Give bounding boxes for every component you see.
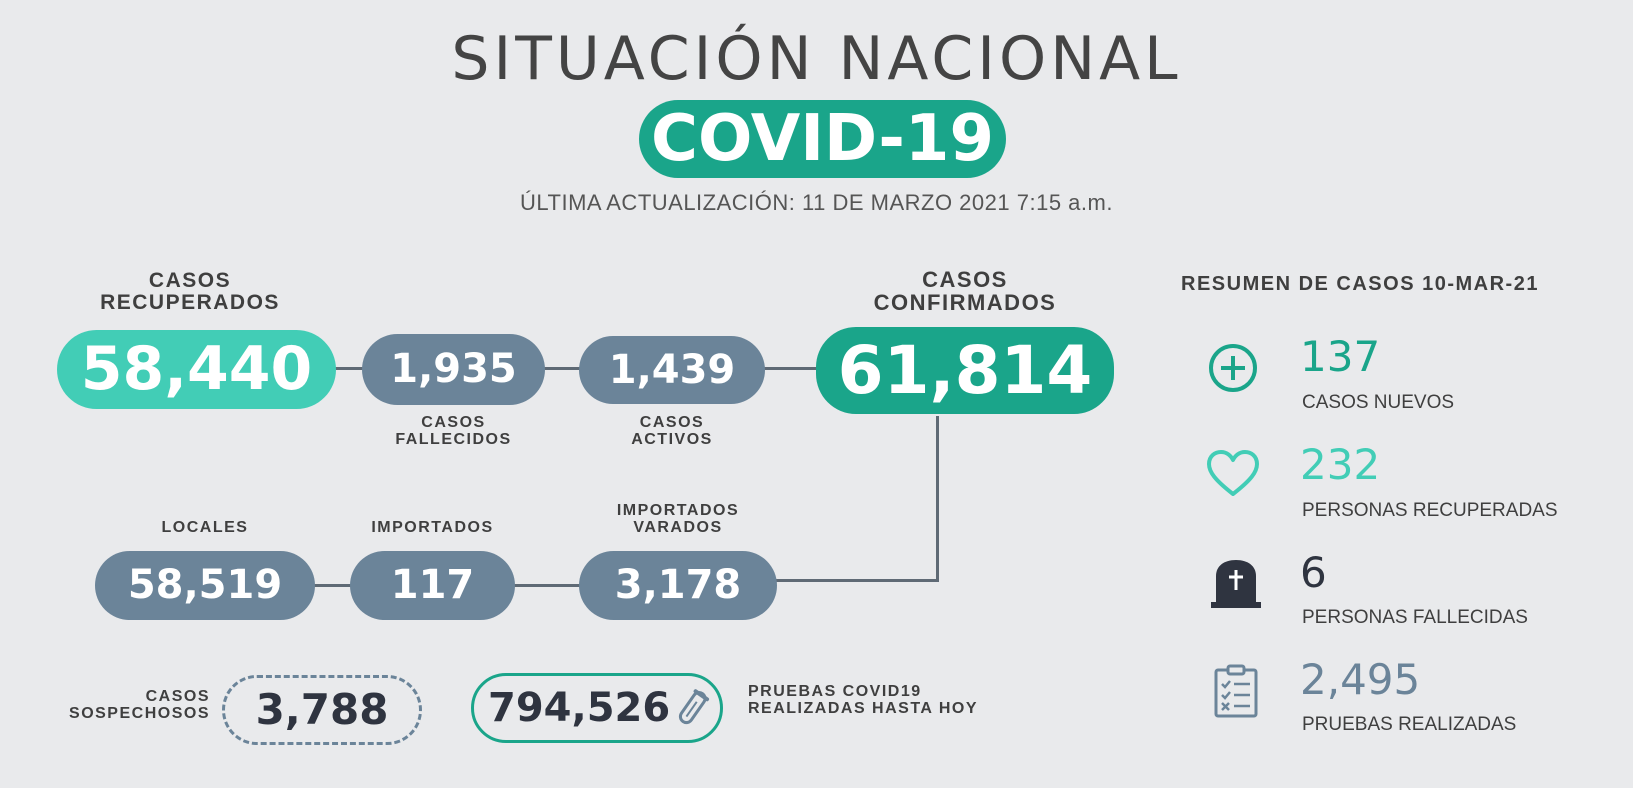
recuperados-label-line2: RECUPERADOS <box>100 291 280 315</box>
varados-label-line1: IMPORTADOS <box>616 502 740 519</box>
importados-value: 117 <box>350 551 515 620</box>
summary-label-pruebas: PRUEBAS REALIZADAS <box>1302 714 1517 735</box>
confirmados-label: CASOS CONFIRMADOS <box>816 268 1114 314</box>
clipboard-icon <box>1214 664 1258 718</box>
connector-line <box>775 579 939 582</box>
recuperados-label: CASOS RECUPERADOS <box>80 269 300 315</box>
activos-value: 1,439 <box>579 336 765 404</box>
heart-icon <box>1207 450 1259 496</box>
summary-label-nuevos: CASOS NUEVOS <box>1302 392 1455 413</box>
covid-badge: COVID-19 <box>639 100 1006 178</box>
activos-label-line2: ACTIVOS <box>631 430 713 448</box>
confirmados-label-line2: CONFIRMADOS <box>873 290 1057 316</box>
connector-line <box>936 416 939 582</box>
pruebas-label-line1: PRUEBAS COVID19 <box>748 683 922 700</box>
pruebas-box: 794,526 <box>471 673 723 743</box>
plus-circle-icon <box>1209 344 1257 392</box>
summary-value-fallecidas: 6 <box>1300 548 1327 597</box>
locales-value: 58,519 <box>95 551 315 620</box>
fallecidos-label: CASOS FALLECIDOS <box>362 414 545 449</box>
confirmados-value: 61,814 <box>816 327 1114 414</box>
fallecidos-value: 1,935 <box>362 334 545 405</box>
summary-value-recuperadas: 232 <box>1300 440 1381 489</box>
sospechosos-value: 3,788 <box>222 675 422 745</box>
sospechosos-label-line2: SOSPECHOSOS <box>69 704 210 722</box>
page-title: SITUACIÓN NACIONAL <box>451 24 1182 94</box>
sospechosos-label: CASOS SOSPECHOSOS <box>60 688 210 723</box>
importados-label: IMPORTADOS <box>371 519 494 536</box>
last-updated: ÚLTIMA ACTUALIZACIÓN: 11 DE MARZO 2021 7… <box>520 190 1113 215</box>
recuperados-label-line1: CASOS <box>148 269 232 292</box>
fallecidos-label-line1: CASOS <box>421 414 486 431</box>
varados-label-line2: VARADOS <box>633 518 723 536</box>
summary-title: RESUMEN DE CASOS 10-MAR-21 <box>1181 273 1539 295</box>
pruebas-label: PRUEBAS COVID19 REALIZADAS HASTA HOY <box>748 683 1008 718</box>
pruebas-label-line2: REALIZADAS HASTA HOY <box>748 699 978 717</box>
activos-label: CASOS ACTIVOS <box>579 414 765 449</box>
confirmados-label-line1: CASOS <box>922 267 1008 292</box>
summary-value-nuevos: 137 <box>1300 332 1381 381</box>
activos-label-line1: CASOS <box>639 414 705 431</box>
test-tube-icon <box>678 689 710 725</box>
sospechosos-label-line1: CASOS <box>145 688 210 705</box>
connector-line <box>330 367 820 370</box>
summary-label-fallecidas: PERSONAS FALLECIDAS <box>1302 607 1528 628</box>
recuperados-value: 58,440 <box>57 330 336 409</box>
fallecidos-label-line2: FALLECIDOS <box>395 430 512 448</box>
summary-label-recuperadas: PERSONAS RECUPERADAS <box>1302 500 1558 521</box>
tombstone-icon <box>1211 560 1261 608</box>
locales-label: LOCALES <box>161 519 249 536</box>
pruebas-value: 794,526 <box>488 685 671 731</box>
varados-value: 3,178 <box>579 551 777 620</box>
varados-label: IMPORTADOS VARADOS <box>579 502 777 537</box>
summary-value-pruebas: 2,495 <box>1300 655 1421 704</box>
